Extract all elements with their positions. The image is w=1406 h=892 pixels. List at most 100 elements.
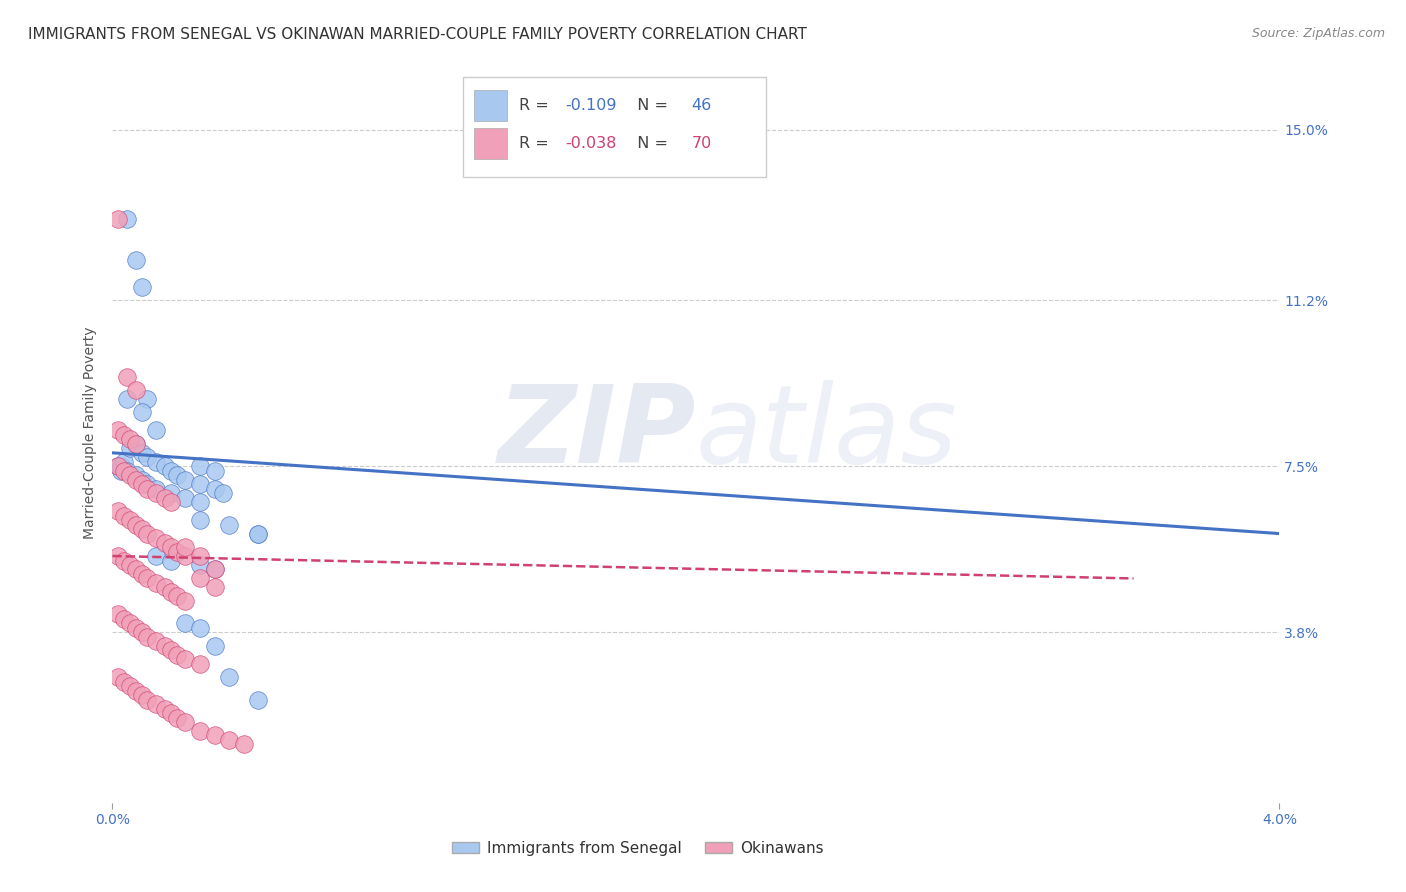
Point — [118, 433, 141, 447]
Point — [232, 738, 254, 752]
Point — [153, 581, 176, 595]
Point — [204, 581, 226, 595]
Point — [112, 508, 135, 523]
Point — [107, 423, 129, 437]
Point — [131, 280, 153, 294]
Point — [153, 535, 176, 549]
Point — [107, 504, 129, 518]
Point — [125, 683, 148, 698]
Point — [131, 625, 153, 640]
Point — [107, 549, 129, 563]
Point — [125, 468, 148, 483]
Text: IMMIGRANTS FROM SENEGAL VS OKINAWAN MARRIED-COUPLE FAMILY POVERTY CORRELATION CH: IMMIGRANTS FROM SENEGAL VS OKINAWAN MARR… — [28, 27, 807, 42]
Point — [160, 706, 183, 720]
Point — [131, 566, 153, 581]
Point — [188, 459, 211, 474]
Point — [125, 517, 148, 532]
Text: -0.109: -0.109 — [565, 98, 617, 113]
Point — [136, 692, 159, 706]
Point — [136, 450, 159, 465]
Point — [145, 549, 167, 563]
Point — [110, 459, 132, 474]
Point — [160, 585, 183, 599]
Point — [188, 549, 211, 563]
Point — [153, 701, 176, 715]
Point — [136, 392, 159, 406]
Point — [188, 571, 211, 585]
FancyBboxPatch shape — [474, 90, 508, 121]
Point — [174, 616, 197, 631]
Point — [212, 486, 235, 500]
Point — [118, 442, 141, 456]
Text: R =: R = — [519, 98, 554, 113]
Point — [166, 468, 188, 483]
Point — [188, 477, 211, 491]
Point — [204, 482, 226, 496]
Point — [188, 513, 211, 527]
Point — [153, 459, 176, 474]
Point — [107, 459, 129, 474]
Point — [112, 428, 135, 442]
Point — [125, 252, 148, 267]
Point — [125, 562, 148, 576]
Point — [174, 540, 197, 554]
Text: -0.038: -0.038 — [565, 136, 617, 152]
FancyBboxPatch shape — [474, 128, 508, 160]
Point — [115, 464, 138, 478]
Point — [160, 486, 183, 500]
Point — [112, 553, 135, 567]
Point — [166, 544, 188, 558]
Point — [107, 459, 129, 474]
Point — [107, 212, 129, 227]
Point — [188, 558, 211, 572]
Point — [166, 590, 188, 604]
Point — [188, 724, 211, 739]
Point — [218, 733, 240, 747]
Point — [218, 670, 240, 684]
Legend: Immigrants from Senegal, Okinawans: Immigrants from Senegal, Okinawans — [446, 835, 830, 862]
Point — [174, 491, 197, 505]
Point — [118, 558, 141, 572]
Point — [247, 692, 270, 706]
Point — [131, 473, 153, 487]
Text: R =: R = — [519, 136, 554, 152]
Point — [131, 405, 153, 419]
Point — [145, 455, 167, 469]
Point — [107, 670, 129, 684]
Point — [112, 455, 135, 469]
Point — [174, 549, 197, 563]
Point — [145, 697, 167, 711]
Text: ZIP: ZIP — [498, 380, 696, 485]
Point — [136, 571, 159, 585]
Point — [145, 486, 167, 500]
Point — [160, 464, 183, 478]
Point — [160, 540, 183, 554]
Point — [174, 714, 197, 729]
Point — [204, 562, 226, 576]
Point — [115, 212, 138, 227]
Point — [145, 482, 167, 496]
Point — [188, 657, 211, 671]
Point — [247, 526, 270, 541]
Point — [160, 553, 183, 567]
Point — [174, 473, 197, 487]
Text: atlas: atlas — [696, 380, 957, 485]
Point — [145, 423, 167, 437]
Point — [136, 630, 159, 644]
Point — [131, 688, 153, 702]
Point — [112, 612, 135, 626]
Text: N =: N = — [627, 136, 673, 152]
Point — [204, 639, 226, 653]
Point — [153, 639, 176, 653]
Text: 46: 46 — [692, 98, 711, 113]
Y-axis label: Married-Couple Family Poverty: Married-Couple Family Poverty — [83, 326, 97, 539]
Point — [125, 621, 148, 635]
Point — [188, 495, 211, 509]
Point — [131, 477, 153, 491]
Point — [247, 526, 270, 541]
Point — [204, 729, 226, 743]
Text: 70: 70 — [692, 136, 711, 152]
Point — [118, 513, 141, 527]
Text: N =: N = — [627, 98, 673, 113]
Text: Source: ZipAtlas.com: Source: ZipAtlas.com — [1251, 27, 1385, 40]
